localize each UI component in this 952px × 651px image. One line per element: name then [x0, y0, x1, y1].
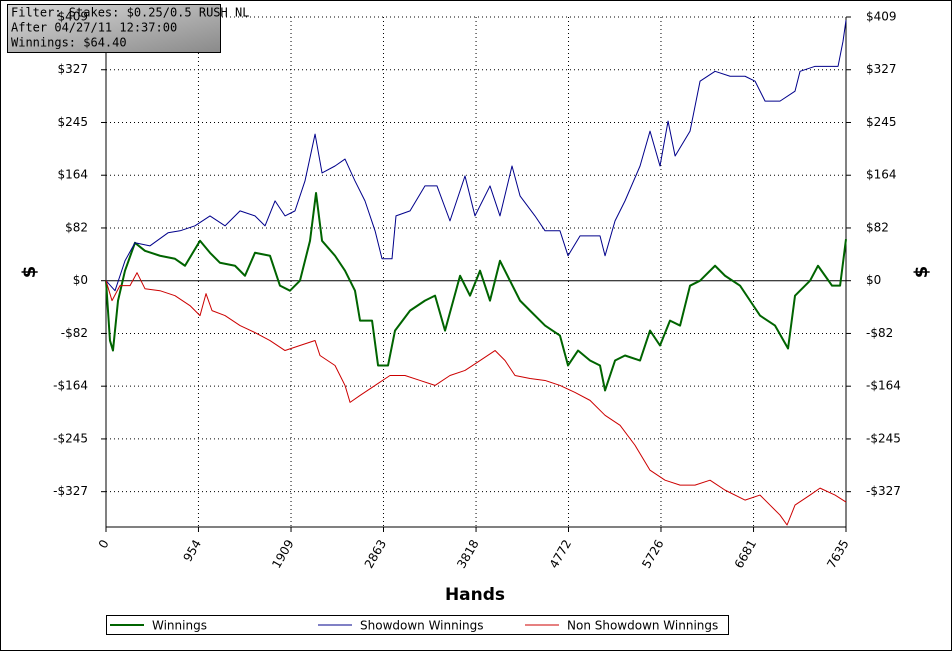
y2-tick-label: $245: [866, 115, 897, 129]
filter-box: [7, 4, 221, 53]
y-tick-label: $164: [57, 168, 88, 182]
y-axis-label: $: [19, 266, 40, 279]
y2-tick-label: $327: [866, 62, 897, 76]
y-tick-label: $82: [65, 220, 88, 234]
y-tick-label: -$164: [53, 379, 88, 393]
y2-tick-label: $409: [866, 10, 897, 24]
y-tick-label: $0: [73, 273, 88, 287]
y2-tick-label: -$164: [866, 379, 901, 393]
y-tick-label: -$82: [61, 326, 88, 340]
legend-label: Winnings: [152, 619, 207, 633]
y-tick-label: $245: [57, 115, 88, 129]
series-line: [105, 20, 847, 292]
y-tick-label: -$327: [53, 484, 88, 498]
legend-label: Non Showdown Winnings: [567, 619, 718, 633]
y2-tick-label: -$245: [866, 431, 901, 445]
y-tick-label: $409: [57, 10, 88, 24]
series-line: [105, 272, 847, 526]
filter-text: After 04/27/11 12:37:00: [11, 21, 177, 35]
legend-label: Showdown Winnings: [360, 619, 484, 633]
legend: [106, 615, 729, 635]
y2-tick-label: -$327: [866, 484, 901, 498]
y2-tick-label: $82: [866, 220, 889, 234]
y2-tick-label: $0: [866, 273, 881, 287]
y2-tick-label: $164: [866, 168, 897, 182]
y2-tick-label: -$82: [866, 326, 893, 340]
filter-text: Winnings: $64.40: [11, 36, 127, 50]
filter-text: Filter: Stakes: $0.25/0.5 RUSH NL: [11, 6, 249, 20]
y-tick-label: -$245: [53, 431, 88, 445]
plot-area: [101, 16, 851, 532]
y2-axis-label: $: [911, 266, 932, 279]
x-axis-label: Hands: [445, 585, 505, 605]
y-tick-label: $327: [57, 62, 88, 76]
series-line: [105, 191, 847, 392]
